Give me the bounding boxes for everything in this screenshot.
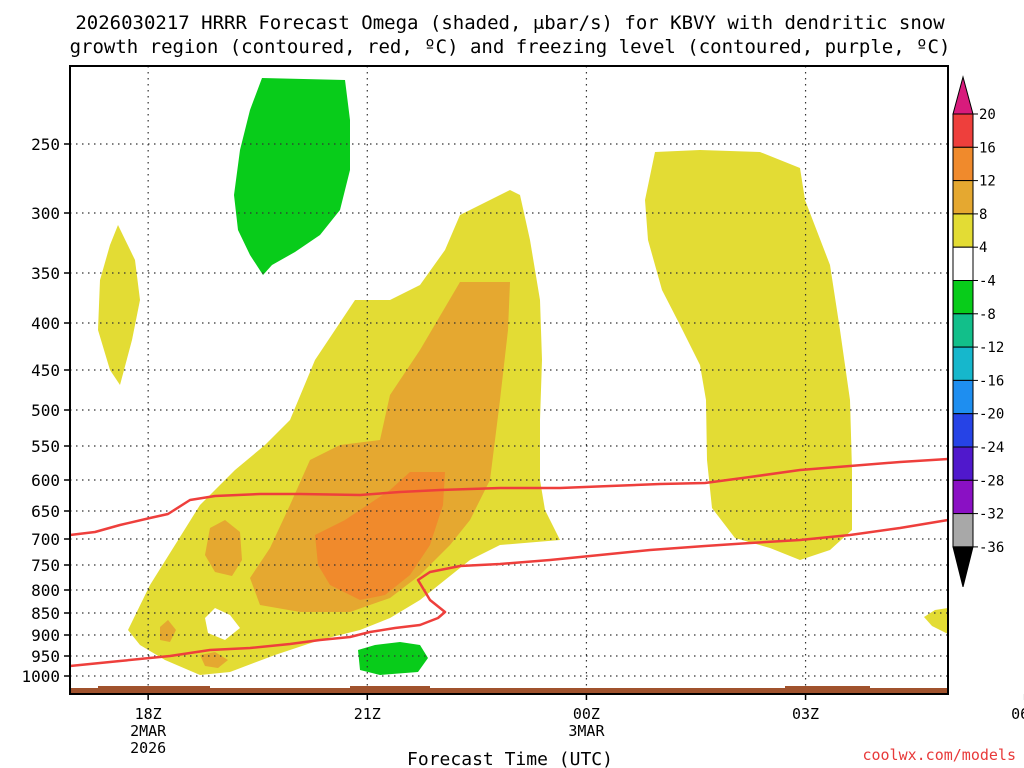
- x-axis-title: Forecast Time (UTC): [407, 749, 613, 768]
- y-tick-label-600: 600: [31, 471, 60, 490]
- colorbar-band-8: [952, 379, 974, 415]
- plot-frame: [69, 65, 949, 695]
- omega-shading-layer: [98, 78, 948, 675]
- y-tick-label-650: 650: [31, 502, 60, 521]
- dendritic-contours: [69, 457, 949, 668]
- terrain-bump-right: [785, 686, 870, 689]
- y-tick-label-950: 950: [31, 647, 60, 666]
- colorbar-label-13: -36: [979, 540, 1004, 556]
- colorbar-bottom-arrow: [952, 546, 974, 588]
- colorbar-label-7: -12: [979, 340, 1004, 356]
- colorbar-band-2: [952, 180, 974, 215]
- y-tick-label-500: 500: [31, 401, 60, 420]
- terrain-bump-center: [350, 686, 430, 689]
- omega-region-upward-weak-right: [645, 150, 852, 560]
- x-tick-label-0-0: 18Z: [135, 705, 162, 723]
- x-tick-label-2-1: 3MAR: [568, 722, 605, 740]
- terrain-bump-left: [98, 686, 210, 689]
- colorbar-band-12: [952, 513, 974, 548]
- x-tick-label-4-0: 06Z: [1011, 705, 1024, 723]
- colorbar-label-1: 16: [979, 140, 996, 156]
- chart-title-line2: growth region (contoured, red, ºC) and f…: [70, 36, 951, 58]
- terrain-strip: [70, 688, 948, 693]
- colorbar-band-3: [952, 213, 974, 248]
- colorbar-band-9: [952, 413, 974, 448]
- colorbar-label-4: 4: [979, 240, 987, 256]
- x-tick-label-3-0: 03Z: [792, 705, 819, 723]
- colorbar-label-9: -20: [979, 407, 1004, 423]
- colorbar-label-5: -4: [979, 274, 996, 290]
- colorbar-label-6: -8: [979, 307, 996, 323]
- chart-title-line1: 2026030217 HRRR Forecast Omega (shaded, …: [75, 12, 945, 34]
- x-tick-label-2-0: 00Z: [573, 705, 600, 723]
- omega-region-upward-weak-left: [98, 225, 140, 385]
- colorbar-label-11: -28: [979, 473, 1004, 489]
- x-tick-label-0-2: 2026: [130, 739, 166, 757]
- y-tick-label-300: 300: [31, 204, 60, 223]
- y-tick-label-850: 850: [31, 604, 60, 623]
- x-tick-label-0-1: 2MAR: [130, 722, 167, 740]
- colorbar-band-0: [952, 113, 974, 148]
- omega-region-downward-lower: [358, 642, 428, 675]
- y-tick-label-550: 550: [31, 437, 60, 456]
- colorbar-label-8: -16: [979, 373, 1004, 389]
- colorbar-band-7: [952, 346, 974, 381]
- dendritic-contour-lower: [69, 518, 949, 668]
- y-tick-label-400: 400: [31, 314, 60, 333]
- omega-region-downward-upper: [234, 78, 350, 275]
- colorbar-top-arrow: [952, 75, 974, 115]
- colorbar-band-4: [952, 246, 974, 281]
- colorbar-label-3: 8: [979, 207, 987, 223]
- y-tick-label-250: 250: [31, 135, 60, 154]
- colorbar-band-10: [952, 446, 974, 481]
- plot-area: [69, 66, 949, 694]
- y-tick-label-800: 800: [31, 581, 60, 600]
- omega-region-upward-moderate-main: [250, 282, 510, 612]
- omega-region-upward-strong: [315, 472, 445, 600]
- y-tick-label-1000: 1000: [21, 667, 60, 686]
- colorbar-label-10: -24: [979, 440, 1004, 456]
- y-tick-label-450: 450: [31, 361, 60, 380]
- omega-region-neutral-hole: [205, 608, 240, 640]
- colorbar-band-11: [952, 479, 974, 515]
- omega-region-upward-moderate-small2: [160, 620, 176, 642]
- x-tick-label-1-0: 21Z: [354, 705, 381, 723]
- colorbar: 20 16 12 8 4 -4 -8 -12 -16 -20 -24 -28 -32 -36: [952, 75, 1004, 588]
- y-tick-label-900: 900: [31, 626, 60, 645]
- y-tick-label-700: 700: [31, 530, 60, 549]
- omega-region-upward-moderate-small1: [205, 520, 242, 576]
- y-tick-label-750: 750: [31, 556, 60, 575]
- colorbar-band-5: [952, 280, 974, 315]
- dendritic-contour-upper: [69, 457, 949, 537]
- grid-layer: [70, 66, 948, 694]
- y-tick-label-350: 350: [31, 264, 60, 283]
- colorbar-label-2: 12: [979, 174, 996, 190]
- credit-text[interactable]: coolwx.com/models: [862, 746, 1016, 764]
- colorbar-label-0: 20: [979, 107, 996, 123]
- omega-region-upward-weak-edge: [924, 608, 948, 634]
- colorbar-band-1: [952, 146, 974, 182]
- colorbar-label-12: -32: [979, 507, 1004, 523]
- colorbar-band-6: [952, 313, 974, 348]
- x-axis-ticks: 18Z2MAR202621Z00Z3MAR03Z06Z09Z: [130, 694, 1024, 757]
- y-axis-ticks: 250 300 350 400 450 500 550 600 650 700 750 800 850 9…: [21, 135, 70, 686]
